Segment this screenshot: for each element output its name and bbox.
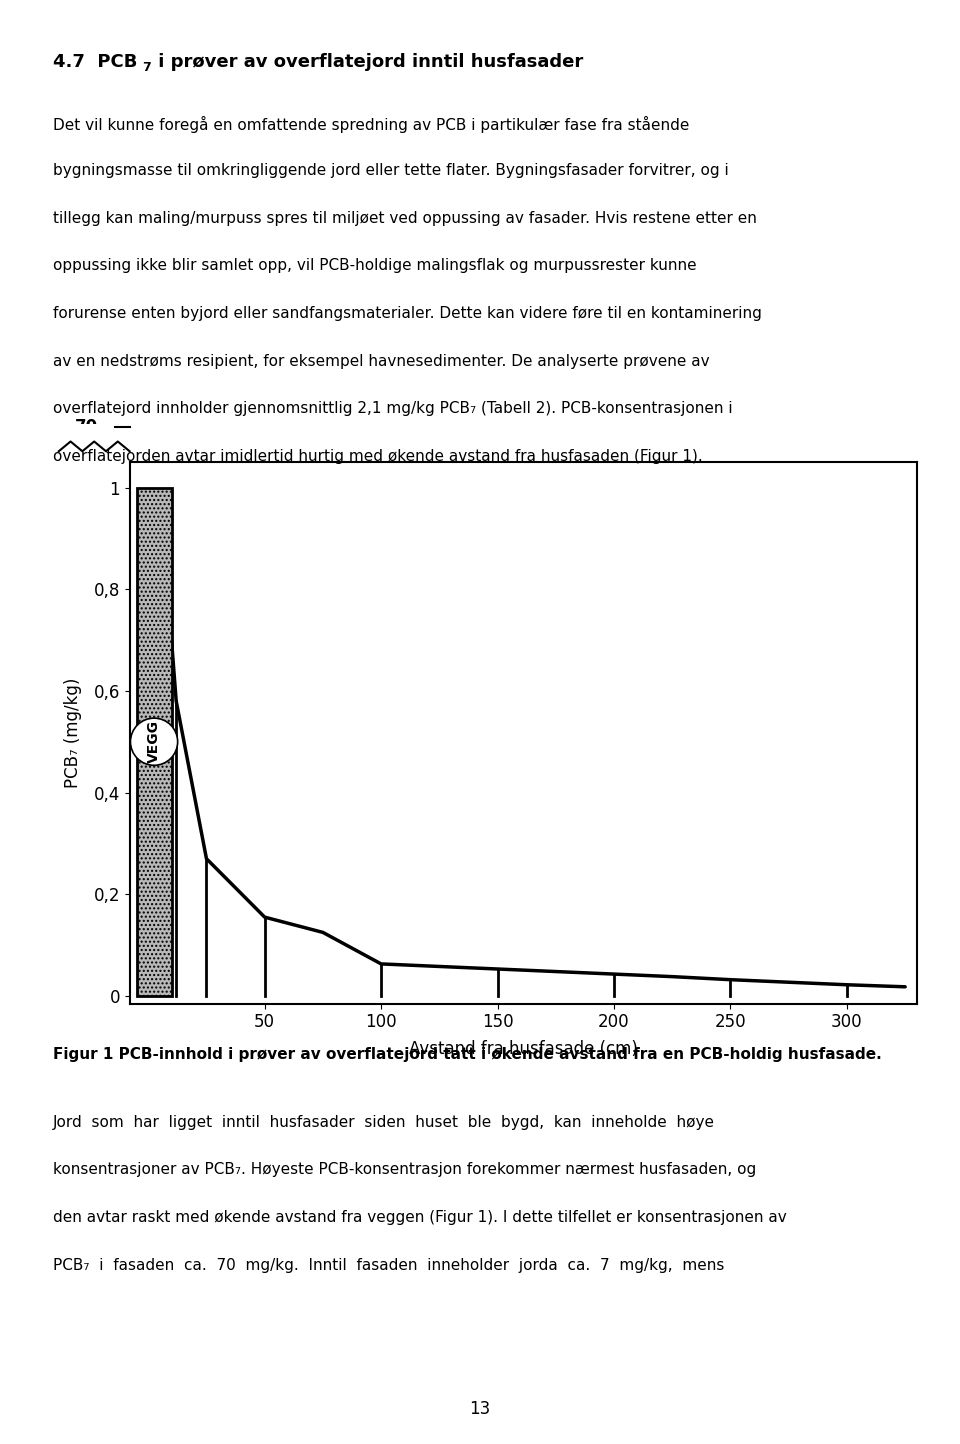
Text: i prøver av overflatejord inntil husfasader: i prøver av overflatejord inntil husfasa…: [152, 53, 583, 71]
Text: 13: 13: [469, 1401, 491, 1418]
Text: 7: 7: [142, 61, 151, 74]
Text: Figur 1 PCB-innhold i prøver av overflatejord tatt i økende avstand fra en PCB-h: Figur 1 PCB-innhold i prøver av overflat…: [53, 1047, 881, 1061]
Text: bygningsmasse til omkringliggende jord eller tette flater. Bygningsfasader forvi: bygningsmasse til omkringliggende jord e…: [53, 163, 729, 178]
Y-axis label: PCB₇ (mg/kg): PCB₇ (mg/kg): [64, 677, 83, 788]
Text: forurense enten byjord eller sandfangsmaterialer. Dette kan videre føre til en k: forurense enten byjord eller sandfangsma…: [53, 306, 761, 321]
Text: tillegg kan maling/murpuss spres til miljøet ved oppussing av fasader. Hvis rest: tillegg kan maling/murpuss spres til mil…: [53, 211, 756, 225]
X-axis label: Avstand fra husfasade (cm): Avstand fra husfasade (cm): [409, 1040, 637, 1057]
Bar: [136, 488, 172, 996]
Text: 4.7  PCB: 4.7 PCB: [53, 53, 137, 71]
Text: overflatejorden avtar imidlertid hurtig med økende avstand fra husfasaden (Figur: overflatejorden avtar imidlertid hurtig …: [53, 449, 703, 464]
Text: konsentrasjoner av PCB₇. Høyeste PCB-konsentrasjon forekommer nærmest husfasaden: konsentrasjoner av PCB₇. Høyeste PCB-kon…: [53, 1162, 756, 1177]
Text: PCB₇  i  fasaden  ca.  70  mg/kg.  Inntil  fasaden  inneholder  jorda  ca.  7  m: PCB₇ i fasaden ca. 70 mg/kg. Inntil fasa…: [53, 1258, 724, 1272]
Text: Jord  som  har  ligget  inntil  husfasader  siden  huset  ble  bygd,  kan  inneh: Jord som har ligget inntil husfasader si…: [53, 1115, 715, 1129]
Bar: [51, 425, 145, 456]
Text: 70: 70: [75, 417, 98, 436]
Text: overflatejord innholder gjennomsnittlig 2,1 mg/kg PCB₇ (Tabell 2). PCB-konsentra: overflatejord innholder gjennomsnittlig …: [53, 401, 732, 416]
Text: av en nedstrøms resipient, for eksempel havnesedimenter. De analyserte prøvene a: av en nedstrøms resipient, for eksempel …: [53, 354, 709, 368]
Text: VEGG: VEGG: [147, 721, 161, 764]
Text: oppussing ikke blir samlet opp, vil PCB-holdige malingsflak og murpussrester kun: oppussing ikke blir samlet opp, vil PCB-…: [53, 258, 696, 273]
Text: den avtar raskt med økende avstand fra veggen (Figur 1). I dette tilfellet er ko: den avtar raskt med økende avstand fra v…: [53, 1210, 786, 1225]
Text: Det vil kunne foregå en omfattende spredning av PCB i partikulær fase fra ståend: Det vil kunne foregå en omfattende spred…: [53, 116, 689, 133]
